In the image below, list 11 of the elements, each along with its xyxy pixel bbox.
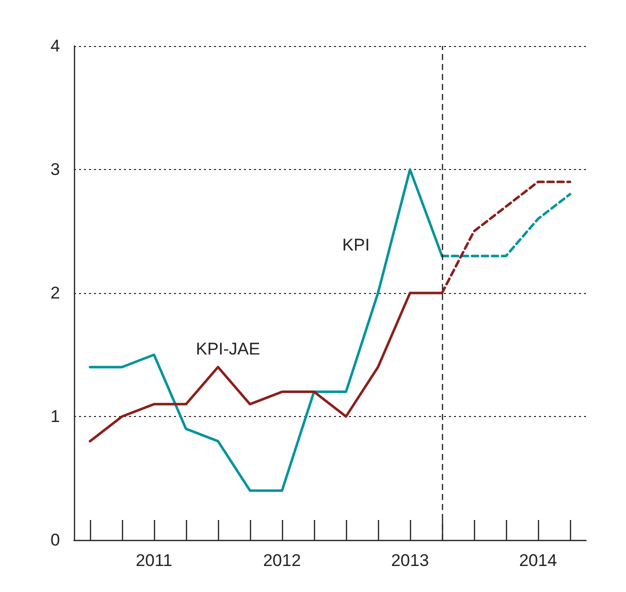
x-tick-label: 2012	[263, 551, 301, 570]
y-tick-label: 0	[50, 530, 60, 550]
x-tick-label: 2014	[519, 551, 557, 570]
x-tick-label: 2013	[391, 551, 429, 570]
y-tick-label: 2	[50, 284, 60, 302]
y-tick-label: 1	[50, 407, 60, 426]
y-tick-label: 3	[50, 160, 60, 179]
series-label: KPI-JAE	[196, 340, 260, 359]
y-tick-label: 4	[50, 36, 60, 56]
x-tick-label: 2011	[136, 551, 172, 570]
series-label: KPI	[342, 236, 370, 254]
